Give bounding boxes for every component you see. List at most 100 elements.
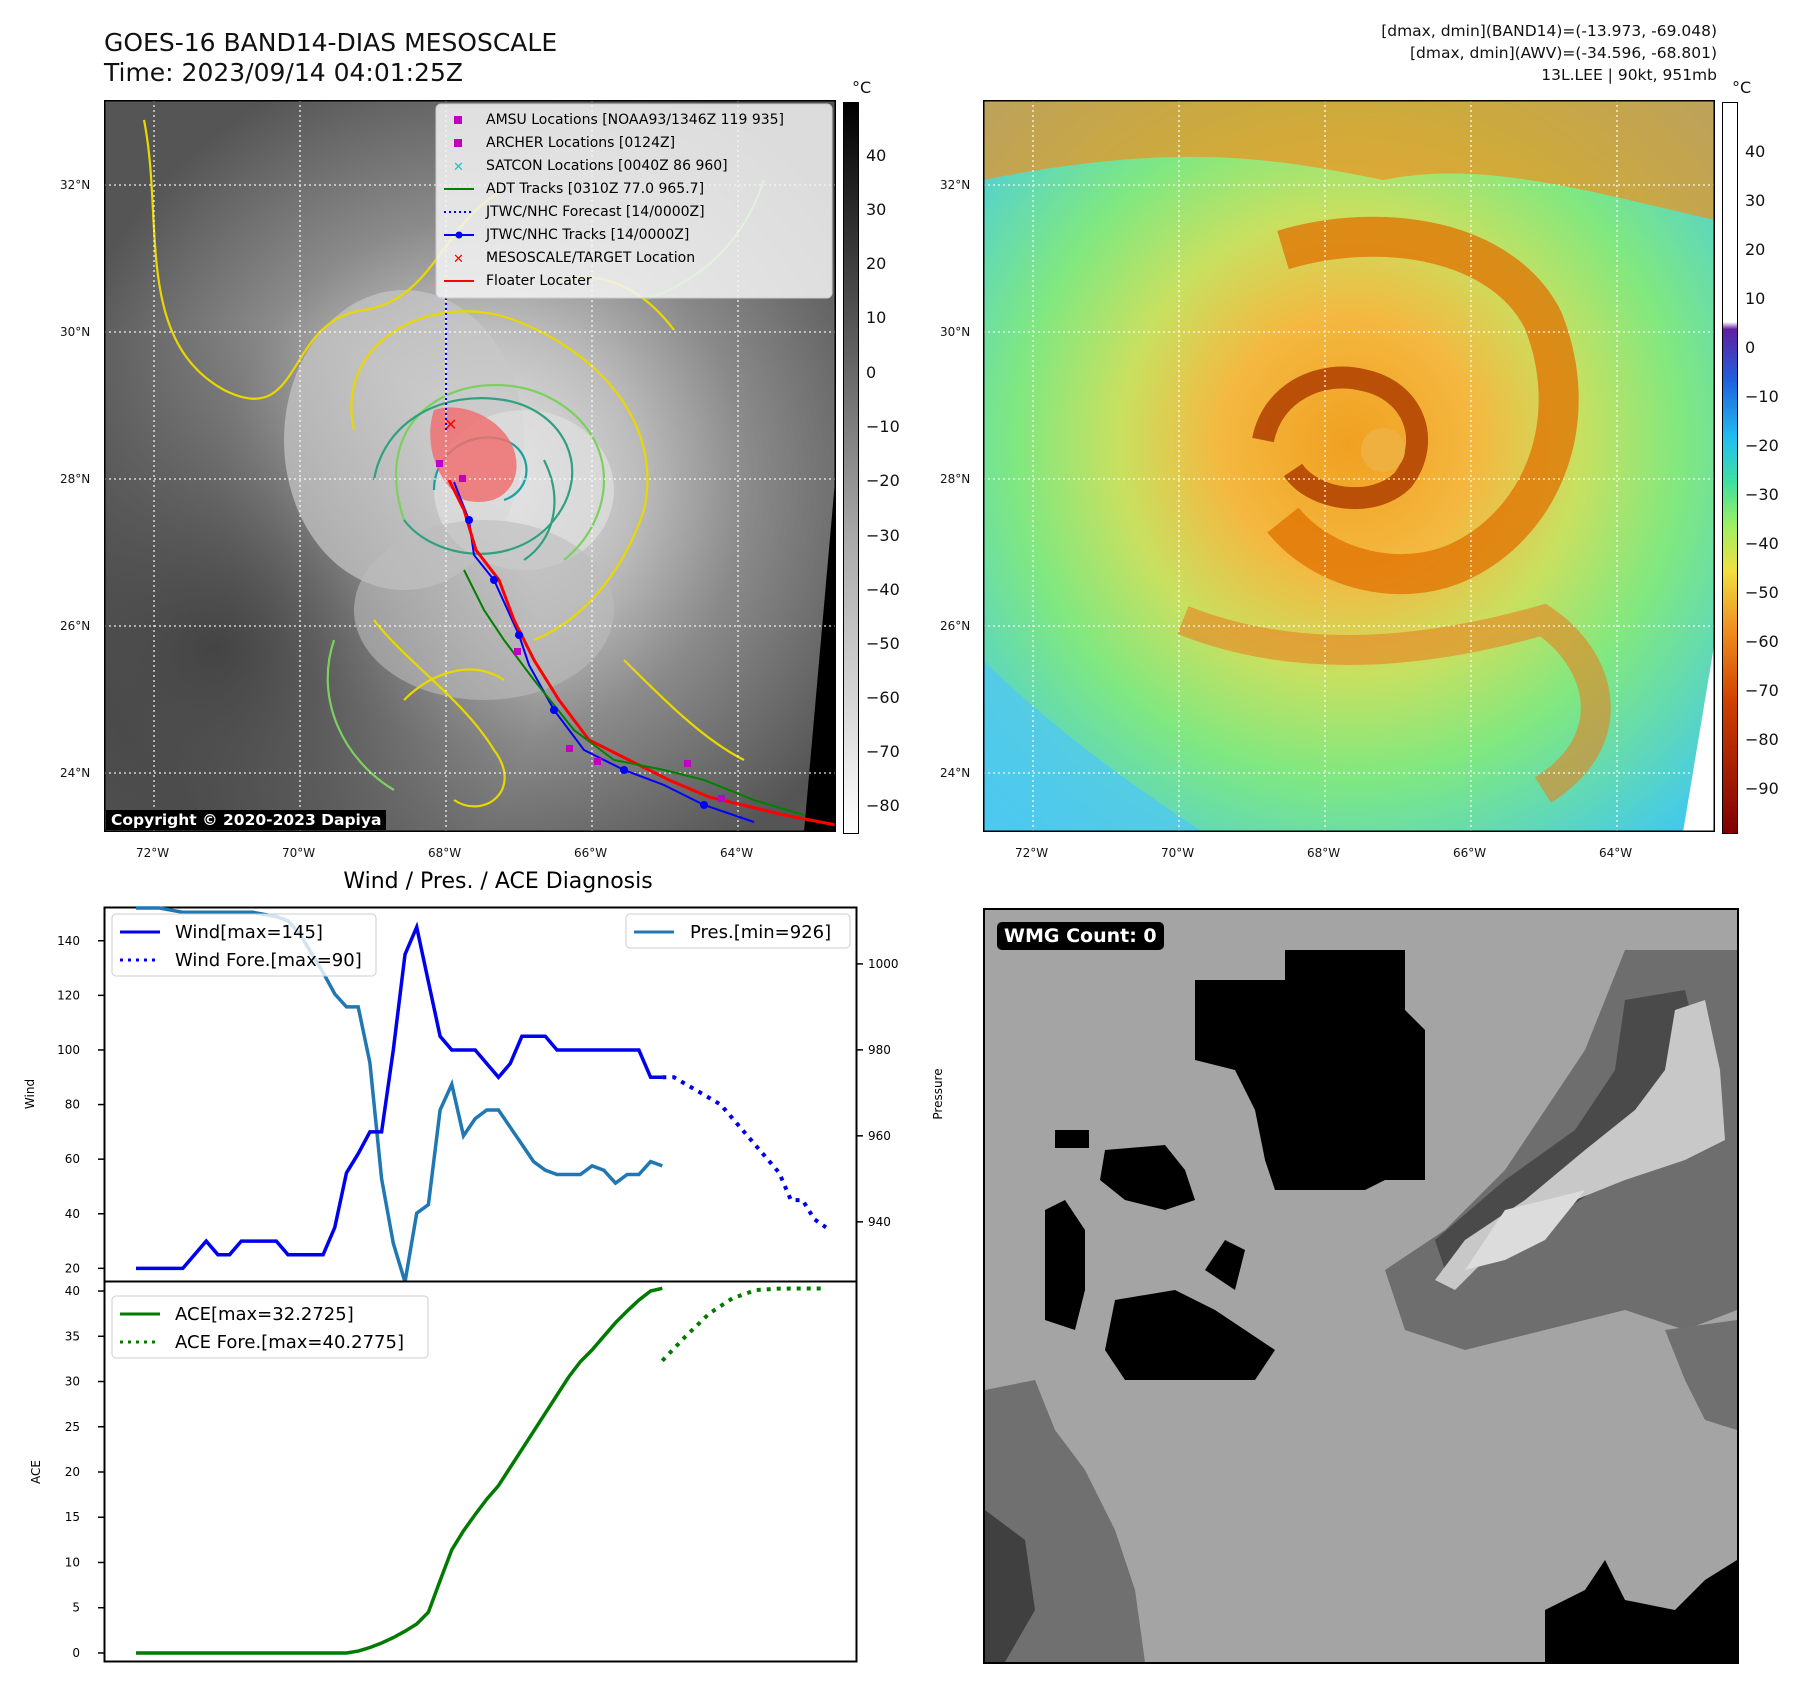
- wv-lat-label: 30°N: [940, 325, 971, 339]
- wmg-panel: WMG Count: 0: [983, 908, 1739, 1664]
- wind-tick-label: 140: [57, 934, 80, 948]
- pressure-y-ticks: 1000 980 960 940: [857, 957, 899, 1229]
- ir-lon-label: 68°W: [428, 846, 462, 860]
- ace-tick-label: 20: [65, 1465, 80, 1479]
- legend-pressure-label: Pres.[min=926]: [690, 922, 831, 943]
- wind-tick-label: 100: [57, 1043, 80, 1057]
- diagnosis-title: Wind / Pres. / ACE Diagnosis: [343, 869, 652, 894]
- ir-lon-label: 64°W: [720, 846, 754, 860]
- ir-colorbar-tick: −60: [866, 688, 900, 707]
- ir-map-panel: ✕ AMSU Locations [NOAA93/1346Z 119 935] …: [103, 99, 837, 833]
- ir-colorbar-tick: 30: [866, 200, 887, 219]
- legend-tracks-label: JTWC/NHC Tracks [14/0000Z]: [485, 227, 689, 243]
- pressure-tick-label: 1000: [868, 957, 899, 971]
- info-band14-range: [dmax, dmin](BAND14)=(-13.973, -69.048): [1381, 22, 1717, 40]
- wv-colorbar-tick: −20: [1745, 436, 1779, 455]
- pressure-tick-label: 940: [868, 1215, 891, 1229]
- ir-colorbar-tick: 20: [866, 254, 887, 273]
- legend-satcon-marker: ✕: [453, 160, 464, 175]
- wind-tick-label: 20: [65, 1261, 80, 1275]
- wv-colorbar-tick: 20: [1745, 240, 1766, 259]
- wv-colorbar-tick: −80: [1745, 730, 1779, 749]
- wv-colorbar-tick: −40: [1745, 534, 1779, 553]
- pressure-tick-label: 960: [868, 1129, 891, 1143]
- wind-tick-label: 60: [65, 1152, 80, 1166]
- wv-lat-label: 28°N: [940, 472, 971, 486]
- figure-title-line1: GOES-16 BAND14-DIAS MESOSCALE: [104, 28, 558, 57]
- wv-map-panel: [982, 99, 1716, 833]
- ace-tick-label: 40: [65, 1284, 80, 1298]
- ir-colorbar-tick: 10: [866, 308, 887, 327]
- wind-legend: Wind[max=145] Wind Fore.[max=90]: [111, 913, 377, 977]
- wv-colorbar-tick: −10: [1745, 387, 1779, 406]
- ir-colorbar-tick: 0: [866, 363, 877, 382]
- copyright-label: Copyright © 2020-2023 Dapiya: [106, 810, 387, 830]
- ace-line: [136, 1286, 663, 1655]
- wv-lat-label: 24°N: [940, 766, 971, 780]
- legend-ace-label: ACE[max=32.2725]: [175, 1304, 354, 1325]
- wind-forecast-line: [662, 1075, 828, 1230]
- pressure-axis-label: Pressure: [931, 1068, 945, 1119]
- ace-tick-label: 5: [72, 1601, 80, 1615]
- ir-lat-label: 32°N: [60, 178, 91, 192]
- wv-colorbar-tick: −60: [1745, 632, 1779, 651]
- wv-colorbar-tick: −70: [1745, 681, 1779, 700]
- ace-forecast-line: [660, 1286, 826, 1363]
- ace-axis-label: ACE: [29, 1460, 43, 1484]
- figure-title-line2: Time: 2023/09/14 04:01:25Z: [104, 58, 463, 87]
- legend-archer-label: ARCHER Locations [0124Z]: [486, 135, 675, 151]
- wv-colorbar-tick: −50: [1745, 583, 1779, 602]
- ir-colorbar-tick: −10: [866, 417, 900, 436]
- legend-ace-forecast-label: ACE Fore.[max=40.2775]: [175, 1332, 404, 1353]
- ir-colorbar-tick: −40: [866, 580, 900, 599]
- wv-colorbar-tick: −30: [1745, 485, 1779, 504]
- wv-lat-label: 32°N: [940, 178, 971, 192]
- legend-archer-marker: [454, 139, 462, 147]
- legend-target-marker: ✕: [453, 252, 464, 267]
- ace-axes: [103, 1280, 858, 1663]
- wmg-map: [985, 910, 1737, 1662]
- ace-series: [136, 1286, 826, 1655]
- wv-lat-label: 26°N: [940, 619, 971, 633]
- ir-lat-label: 28°N: [60, 472, 91, 486]
- wv-colorbar: [1722, 102, 1738, 834]
- ir-colorbar-tick: −20: [866, 471, 900, 490]
- ace-tick-label: 15: [65, 1510, 80, 1524]
- info-storm-summary: 13L.LEE | 90kt, 951mb: [1541, 66, 1717, 84]
- wind-tick-label: 120: [57, 988, 80, 1002]
- wmg-count-badge: WMG Count: 0: [997, 922, 1164, 950]
- legend-amsu-marker: [454, 116, 462, 124]
- diagnosis-chart: Wind / Pres. / ACE Diagnosis 14012010080…: [23, 869, 945, 1663]
- ir-lat-label: 30°N: [60, 325, 91, 339]
- ir-colorbar: [843, 102, 859, 834]
- wv-colorbar-tick: −90: [1745, 779, 1779, 798]
- wv-colorbar-tick: 10: [1745, 289, 1766, 308]
- pressure-legend: Pres.[min=926]: [625, 913, 851, 949]
- wv-colorbar-tick: 0: [1745, 338, 1756, 357]
- ace-y-ticks: 40 35 30 25 20 15 10 5 0: [65, 1284, 104, 1660]
- wv-lon-label: 68°W: [1307, 846, 1341, 860]
- ir-lon-label: 70°W: [282, 846, 316, 860]
- ir-colorbar-tick: −50: [866, 634, 900, 653]
- ace-tick-label: 30: [65, 1375, 80, 1389]
- pressure-tick-label: 980: [868, 1043, 891, 1057]
- wind-y-ticks: 140 120 100 80 60 40 20: [57, 934, 104, 1275]
- info-awv-range: [dmax, dmin](AWV)=(-34.596, -68.801): [1410, 44, 1717, 62]
- legend-floater-label: Floater Locater: [486, 273, 592, 289]
- ace-legend: ACE[max=32.2725] ACE Fore.[max=40.2775]: [111, 1295, 429, 1359]
- ir-colorbar-tick: 40: [866, 146, 887, 165]
- legend-adt-label: ADT Tracks [0310Z 77.0 965.7]: [486, 181, 704, 197]
- ir-lat-label: 26°N: [60, 619, 91, 633]
- legend-amsu-label: AMSU Locations [NOAA93/1346Z 119 935]: [486, 112, 784, 128]
- svg-text:✕: ✕: [444, 415, 457, 434]
- ir-lon-label: 66°W: [574, 846, 608, 860]
- ace-tick-label: 25: [65, 1420, 80, 1434]
- ace-tick-label: 0: [72, 1646, 80, 1660]
- wind-axis-label: Wind: [23, 1079, 37, 1109]
- wv-colorbar-tick: 30: [1745, 191, 1766, 210]
- wind-tick-label: 40: [65, 1207, 80, 1221]
- wind-line: [136, 921, 663, 1271]
- ir-map: ✕ AMSU Locations [NOAA93/1346Z 119 935] …: [103, 99, 837, 833]
- wv-lon-label: 64°W: [1599, 846, 1633, 860]
- ir-colorbar-tick: −30: [866, 526, 900, 545]
